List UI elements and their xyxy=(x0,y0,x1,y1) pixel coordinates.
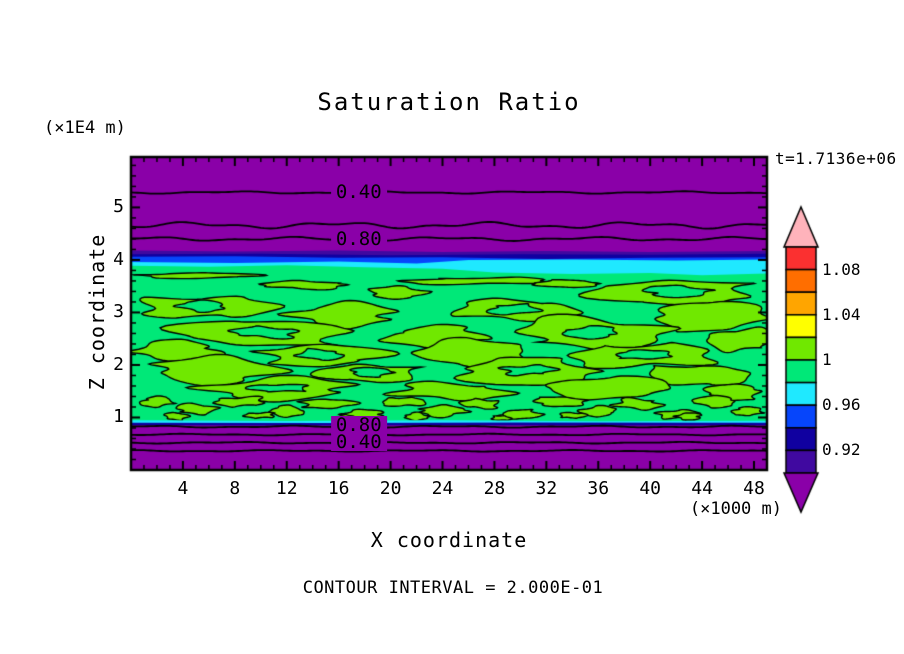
contour-line-label: 0.80 xyxy=(330,229,387,248)
x-tick-label: 8 xyxy=(229,478,241,499)
contour-line-label: 0.40 xyxy=(330,432,387,451)
x-tick-label: 40 xyxy=(639,478,662,499)
x-tick-label: 28 xyxy=(483,478,506,499)
x-tick-label: 48 xyxy=(743,478,765,499)
y-tick-label: 1 xyxy=(113,406,124,428)
x-tick-label: 36 xyxy=(587,478,610,499)
x-tick-label: 44 xyxy=(691,478,713,499)
colorbar-tick-label: 0.92 xyxy=(822,440,861,460)
z-axis-unit-label: (×1E4 m) xyxy=(44,118,126,138)
contour-line-label: 0.80 xyxy=(330,416,387,435)
y-tick-label: 2 xyxy=(113,353,124,375)
x-tick-label: 24 xyxy=(431,478,454,499)
y-tick-labels: 1 2 3 4 5 xyxy=(88,0,126,654)
y-tick-label: 5 xyxy=(113,196,124,218)
x-tick-label: 4 xyxy=(177,478,189,499)
x-tick-label: 20 xyxy=(379,478,402,499)
x-tick-label: 16 xyxy=(327,478,350,499)
colorbar-tick-label: 0.96 xyxy=(822,395,861,415)
y-tick-label: 3 xyxy=(113,301,124,323)
y-tick-label: 4 xyxy=(113,248,124,270)
colorbar-tick-label: 1.04 xyxy=(822,304,861,324)
colorbar-tick-label: 1 xyxy=(822,350,832,369)
contour-line-label: 0.40 xyxy=(330,183,387,202)
x-axis-title: X coordinate xyxy=(370,528,528,552)
x-tick-label: 12 xyxy=(275,478,298,499)
colorbar-tick-label: 1.08 xyxy=(822,259,861,279)
time-annotation: t=1.7136e+06 xyxy=(775,149,897,168)
chart-title: Saturation Ratio xyxy=(317,88,581,116)
x-axis-unit-label: (×1000 m) xyxy=(689,499,782,519)
x-tick-label: 32 xyxy=(535,478,558,499)
contour-interval-label: CONTOUR INTERVAL = 2.000E-01 xyxy=(302,578,604,598)
